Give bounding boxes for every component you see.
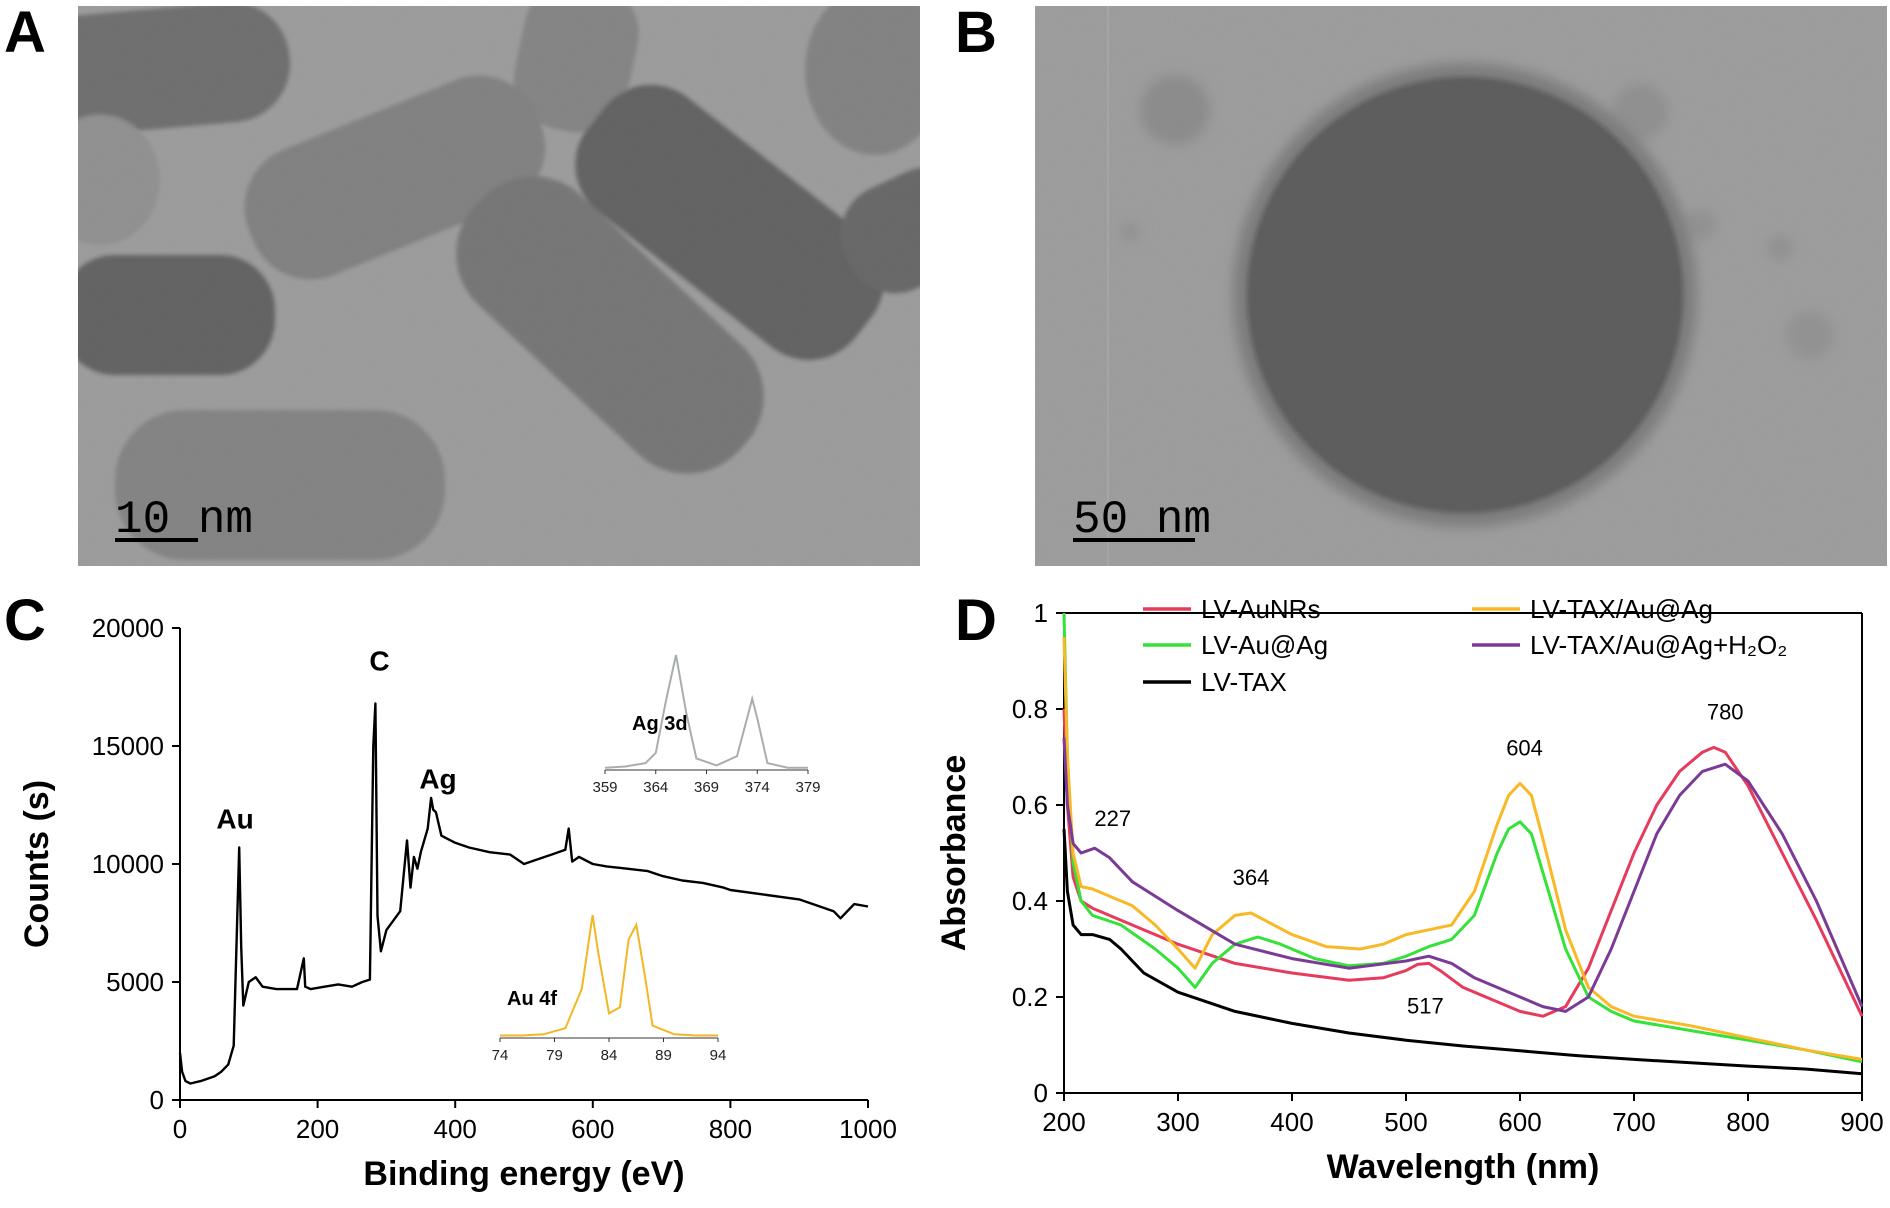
chart-d-peak-label: 517 [1407,993,1444,1018]
chart-d-y-tick-label: 0.2 [1012,982,1048,1012]
chart-d-peak-label: 364 [1233,865,1270,890]
chart-d-x-tick-label: 200 [1042,1107,1085,1137]
panel-b: B 50 nm [955,0,1887,566]
panel-a-letter: A [4,0,46,65]
chart-c-peak-label: Ag [419,763,456,794]
chart-c-inset-tick-label: 374 [745,779,770,796]
panel-b-letter: B [955,0,997,65]
chart-d-legend-item: LV-TAX [1143,667,1287,697]
chart-d-x-tick-label: 800 [1726,1107,1769,1137]
chart-d-axes: 200 300 400 500 600 700 800 900 0 0.2 0.4 0.6 0.8 1 Wa… [935,598,1884,1186]
chart-c-y-tick-label: 5000 [106,967,164,997]
chart-c-x-tick-label: 600 [571,1114,614,1144]
scale-label-a: 10 nm [115,494,253,546]
chart-c-inset-tick-label: 379 [795,779,820,796]
chart-d-annotations: 227 364 517 604 780 [1094,699,1743,1018]
chart-c-y-tick-label: 20000 [92,613,164,643]
chart-c-inset-tick-label: 94 [710,1047,727,1064]
chart-c-x-tick-label: 1000 [839,1114,897,1144]
chart-c-inset: 359 364 369 374 379 Ag 3d [592,654,821,796]
chart-d-x-axis-title: Wavelength (nm) [1327,1148,1600,1186]
chart-d-series-line [1062,612,1863,1064]
chart-c-x-tick-label: 200 [296,1114,339,1144]
chart-c-inset-title: Ag 3d [632,713,688,735]
panel-a: A 10 nm [4,0,920,566]
chart-c-y-tick-label: 15000 [92,731,164,761]
chart-d-legend-item: LV-AuNRs [1143,594,1320,624]
chart-c-x-axis-title: Binding energy (eV) [363,1155,684,1193]
panel-d-letter: D [955,588,997,653]
chart-d-x-tick-label: 500 [1384,1107,1427,1137]
chart-c-inset-line [500,914,718,1037]
chart-d-legend: LV-AuNRs LV-Au@Ag LV-TAX LV-TAX/Au@Ag LV-TAX… [1143,594,1787,697]
chart-c-y-tick-label: 0 [150,1085,164,1115]
chart-c-inset: 74 79 84 89 94 Au 4f [492,914,727,1064]
chart-c-annotations: Au C Ag [216,645,456,834]
chart-c-inset-tick-label: 359 [592,779,617,796]
chart-c-x-tick-label: 400 [434,1114,477,1144]
chart-d-legend-item: LV-TAX/Au@Ag+H₂O₂ [1472,630,1787,660]
chart-c-series [178,702,869,1085]
chart-d-peak-label: 780 [1707,699,1744,724]
chart-c-peak-label: C [369,645,389,676]
chart-c-y-axis-title: Counts (s) [18,780,56,948]
chart-d-y-tick-label: 0.4 [1012,886,1048,916]
chart-c-inset-tick-label: 79 [546,1047,563,1064]
chart-d-legend-item: LV-TAX/Au@Ag [1472,594,1713,624]
chart-c-peak-label: Au [216,804,253,835]
chart-d-peak-label: 227 [1094,806,1131,831]
chart-d-y-tick-label: 0.6 [1012,790,1048,820]
chart-d-series-line [1062,828,1863,1076]
chart-c-inset-tick-label: 74 [492,1047,509,1064]
chart-c-inset-tick-label: 89 [655,1047,672,1064]
chart-d-series-line [1062,636,1863,1061]
chart-d-x-tick-label: 700 [1612,1107,1655,1137]
chart-d-x-tick-label: 900 [1840,1107,1883,1137]
chart-d: D 200 300 400 500 600 700 800 900 0 0.2 0.4 0.6 0.8 1… [935,588,1884,1186]
chart-c-y-tick-label: 10000 [92,849,164,879]
chart-c-insets: 359 364 369 374 379 Ag 3d 74 79 84 89 94 Au 4f [492,654,821,1064]
chart-d-x-tick-label: 300 [1156,1107,1199,1137]
chart-d-legend-label: LV-Au@Ag [1201,630,1328,660]
chart-d-y-tick-label: 0 [1034,1078,1048,1108]
chart-d-x-tick-label: 600 [1498,1107,1541,1137]
tem-image-b [1035,6,1887,566]
chart-d-y-tick-label: 1 [1034,598,1048,628]
chart-d-legend-label: LV-AuNRs [1201,594,1320,624]
chart-d-series-line [1062,708,1864,1018]
chart-d-legend-label: LV-TAX/Au@Ag+H₂O₂ [1530,630,1787,660]
chart-d-y-axis-title: Absorbance [935,755,973,952]
chart-d-series [1062,612,1864,1076]
chart-d-peak-label: 604 [1506,735,1543,760]
chart-c-inset-tick-label: 369 [694,779,719,796]
panel-c-letter: C [4,588,46,653]
chart-d-series-line [1062,737,1864,1013]
chart-c-inset-line [604,654,808,769]
chart-d-legend-label: LV-TAX/Au@Ag [1530,594,1713,624]
chart-d-legend-label: LV-TAX [1201,667,1287,697]
tem-image-a [78,6,920,566]
chart-d-legend-item: LV-Au@Ag [1143,630,1328,660]
chart-c-x-tick-label: 800 [709,1114,752,1144]
chart-c-inset-title: Au 4f [507,988,557,1010]
chart-c-series-line [178,702,869,1085]
chart-c-axes: 0 200 400 600 800 100005000100001500020000Bin… [18,613,897,1193]
chart-d-y-tick-label: 0.8 [1012,694,1048,724]
chart-c-x-tick-label: 0 [173,1114,187,1144]
chart-c: C 0 200 400 600 800 100005000100001500020000B… [4,588,897,1193]
scale-label-b: 50 nm [1073,494,1211,546]
chart-c-inset-tick-label: 84 [601,1047,618,1064]
chart-d-x-tick-label: 400 [1270,1107,1313,1137]
chart-c-inset-tick-label: 364 [643,779,668,796]
